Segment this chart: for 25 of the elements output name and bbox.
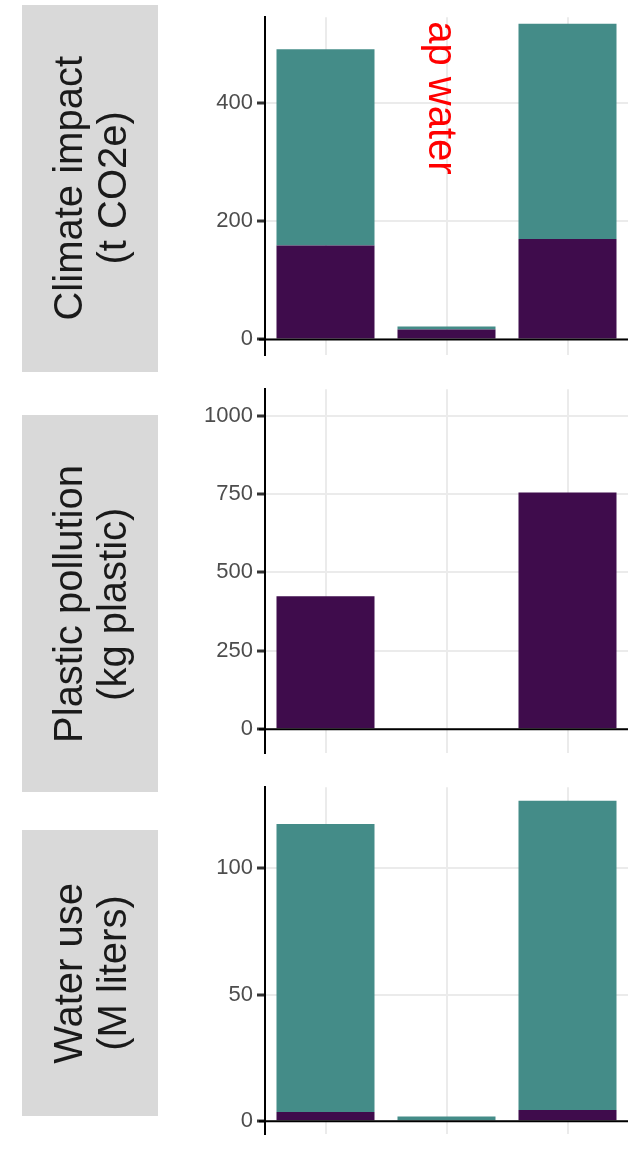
bar [397, 326, 496, 330]
annotation: ap water [421, 21, 466, 175]
bar [518, 238, 617, 339]
bar [518, 1110, 617, 1121]
y-axis-title: Plastic pollution (kg plastic) [46, 464, 134, 743]
y-tick-label: 100 [216, 854, 253, 880]
bar [276, 1112, 375, 1121]
y-tick-label: 0 [240, 1107, 253, 1133]
y-tick-label: 200 [216, 207, 253, 233]
y-tick-label: 0 [240, 325, 253, 351]
bar [276, 823, 375, 1113]
y-tick-label: 1000 [204, 401, 253, 427]
y-tick-label: 500 [216, 558, 253, 584]
bar [397, 329, 496, 339]
y-tick-label: 0 [240, 715, 253, 741]
bar [276, 49, 375, 246]
bar [518, 800, 617, 1111]
bar [518, 23, 617, 239]
bar [276, 245, 375, 339]
y-tick-label: 400 [216, 88, 253, 114]
y-axis-title: Climate impact (t CO2e) [46, 56, 134, 321]
y-tick-label: 250 [216, 636, 253, 662]
y-axis-title: Water use (M liters) [46, 882, 134, 1064]
y-tick-label: 750 [216, 480, 253, 506]
y-tick-label: 50 [228, 980, 253, 1006]
